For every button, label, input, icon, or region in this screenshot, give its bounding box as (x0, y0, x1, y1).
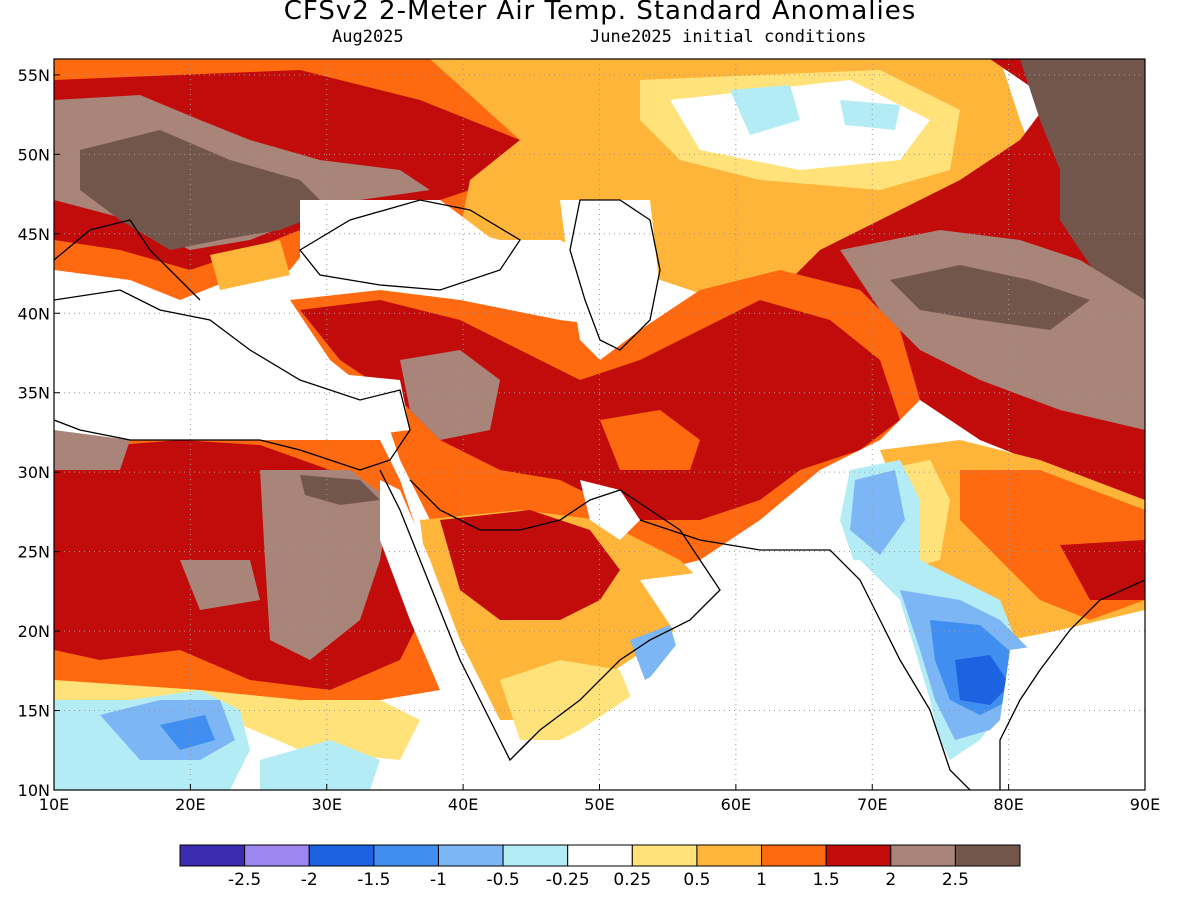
y-tick-label: 50N (18, 145, 50, 164)
colorbar-swatch (308, 844, 375, 867)
coastline (999, 579, 1145, 790)
colorbar-swatch (373, 844, 439, 867)
y-tick-label: 30N (18, 463, 50, 482)
colorbar-swatch (825, 844, 892, 867)
colorbar-label: -2.5 (228, 870, 261, 890)
anomaly-region (300, 475, 380, 505)
sea-mask (54, 290, 410, 440)
map-fill (54, 59, 1145, 790)
coastline (54, 289, 411, 471)
anomaly-region (180, 560, 260, 610)
anomaly-region (54, 430, 130, 470)
sea-mask (560, 200, 660, 360)
sea-mask (520, 560, 950, 790)
anomaly-region (440, 510, 620, 620)
coastline (569, 199, 661, 351)
colorbar-label: 0.25 (613, 870, 651, 890)
x-tick-label: 70E (857, 795, 887, 814)
anomaly-region (850, 470, 905, 555)
sea-mask (380, 480, 500, 750)
y-tick-label: 10N (18, 781, 50, 800)
colorbar-swatch (890, 844, 956, 867)
init-conditions: June2025 initial conditions (590, 27, 867, 47)
anomaly-region (840, 100, 900, 130)
x-tick-label: 20E (175, 795, 205, 814)
anomaly-region (260, 740, 380, 790)
sea-mask (300, 200, 520, 290)
colorbar-label: -0.5 (486, 870, 519, 890)
anomaly-region (1020, 59, 1145, 300)
valid-month: Aug2025 (332, 27, 404, 47)
y-tick-label: 45N (18, 225, 50, 244)
sea-mask (1000, 630, 1145, 790)
y-tick-label: 35N (18, 384, 50, 403)
colorbar-swatch (567, 844, 633, 867)
anomaly-region (400, 350, 500, 440)
colorbar-swatch (954, 844, 1021, 867)
coastlines (54, 199, 1145, 790)
anomaly-region (210, 240, 290, 290)
grid (54, 59, 1145, 790)
colorbar-label: -1 (430, 870, 447, 890)
colorbar-swatch (761, 844, 827, 867)
y-tick-label: 15N (18, 702, 50, 721)
colorbar-swatch (502, 844, 569, 867)
colorbar-swatch (631, 844, 698, 867)
y-tick-label: 20N (18, 622, 50, 641)
colorbar-swatch (437, 844, 504, 867)
anomaly-region (80, 130, 330, 250)
colorbar-label: 0.5 (683, 870, 710, 890)
sea-mask (580, 480, 640, 540)
x-tick-label: 60E (721, 795, 751, 814)
anomaly-region (260, 470, 390, 660)
coastline (299, 199, 521, 291)
anomaly-region (1060, 540, 1145, 600)
colorbar-swatch (696, 844, 763, 867)
chart-title: CFSv2 2-Meter Air Temp. Standard Anomali… (283, 0, 917, 26)
colorbar-label: 2 (885, 870, 896, 890)
y-tick-label: 25N (18, 543, 50, 562)
anomaly-region (955, 655, 1010, 705)
colorbar-label: 2.5 (942, 870, 969, 890)
colorbar-label: 1.5 (813, 870, 840, 890)
anomaly-region (160, 715, 215, 750)
anomaly-region (730, 85, 800, 135)
colorbar-label: -1.5 (357, 870, 390, 890)
x-tick-label: 40E (448, 795, 478, 814)
x-tick-label: 30E (312, 795, 342, 814)
x-tick-label: 10E (39, 795, 69, 814)
colorbar-swatch (244, 844, 310, 867)
y-tick-label: 40N (18, 304, 50, 323)
x-axis: 10E 20E 30E 40E 50E 60E 70E 80E 90E (39, 784, 1160, 814)
y-tick-label: 55N (18, 66, 50, 85)
colorbar-label: 1 (756, 870, 767, 890)
coastline (409, 479, 721, 751)
anomaly-region (600, 410, 700, 470)
x-tick-label: 80E (993, 795, 1023, 814)
colorbar-label: -2 (301, 870, 318, 890)
x-tick-label: 50E (584, 795, 614, 814)
colorbar: -2.5 -2 -1.5 -1 -0.5 -0.25 0.25 0.5 1 1.5 2 2.5 (179, 844, 1021, 890)
coastline (54, 219, 201, 301)
coastline (379, 469, 531, 762)
coastline (639, 519, 971, 790)
colorbar-label: -0.25 (546, 870, 590, 890)
colorbar-swatch (179, 844, 246, 867)
x-tick-label: 90E (1130, 795, 1160, 814)
y-axis: 10N 15N 20N 25N 30N 35N 40N 45N 50N 55N (18, 66, 60, 800)
